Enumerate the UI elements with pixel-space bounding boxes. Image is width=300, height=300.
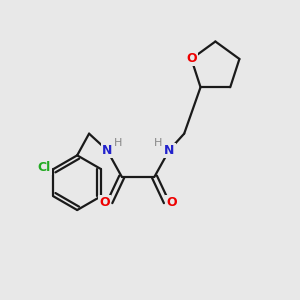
Text: O: O [99, 196, 110, 208]
Text: O: O [186, 52, 197, 65]
Text: N: N [164, 143, 175, 157]
Text: O: O [167, 196, 177, 208]
Text: H: H [114, 139, 122, 148]
Text: Cl: Cl [38, 161, 51, 174]
Text: N: N [102, 143, 112, 157]
Text: H: H [154, 139, 162, 148]
